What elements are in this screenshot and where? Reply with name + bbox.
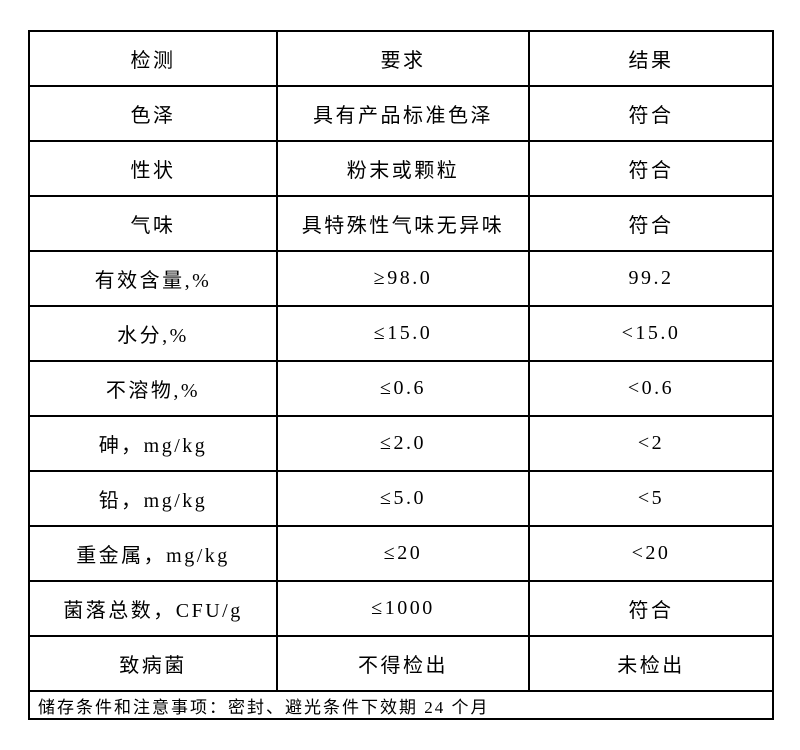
requirement-cell: 粉末或颗粒 [276, 140, 530, 197]
header-result: 结果 [528, 30, 774, 87]
result-cell: 符合 [528, 580, 774, 637]
storage-note-row: 储存条件和注意事项：密封、避光条件下效期 24 个月 [28, 690, 774, 720]
requirement-cell: ≤1000 [276, 580, 530, 637]
storage-note: 储存条件和注意事项：密封、避光条件下效期 24 个月 [28, 690, 774, 720]
requirement-cell: ≤20 [276, 525, 530, 582]
table-row: 性状 粉末或颗粒 符合 [28, 140, 774, 197]
table-row: 铅，mg/kg ≤5.0 <5 [28, 470, 774, 527]
table-row: 色泽 具有产品标准色泽 符合 [28, 85, 774, 142]
result-cell: <0.6 [528, 360, 774, 417]
table-row: 重金属，mg/kg ≤20 <20 [28, 525, 774, 582]
test-cell: 有效含量,% [28, 250, 278, 307]
test-cell: 气味 [28, 195, 278, 252]
header-row: 检测 要求 结果 [28, 30, 774, 87]
requirement-cell: ≤15.0 [276, 305, 530, 362]
requirement-cell: 具有产品标准色泽 [276, 85, 530, 142]
test-cell: 重金属，mg/kg [28, 525, 278, 582]
table-row: 有效含量,% ≥98.0 99.2 [28, 250, 774, 307]
result-cell: 符合 [528, 195, 774, 252]
result-cell: <20 [528, 525, 774, 582]
test-cell: 色泽 [28, 85, 278, 142]
requirement-cell: 具特殊性气味无异味 [276, 195, 530, 252]
table-row: 砷，mg/kg ≤2.0 <2 [28, 415, 774, 472]
table-row: 菌落总数，CFU/g ≤1000 符合 [28, 580, 774, 637]
table-row: 不溶物,% ≤0.6 <0.6 [28, 360, 774, 417]
table-row: 致病菌 不得检出 未检出 [28, 635, 774, 692]
result-cell: <5 [528, 470, 774, 527]
result-cell: 99.2 [528, 250, 774, 307]
header-test: 检测 [28, 30, 278, 87]
test-cell: 性状 [28, 140, 278, 197]
test-cell: 砷，mg/kg [28, 415, 278, 472]
header-requirement: 要求 [276, 30, 530, 87]
result-cell: 符合 [528, 140, 774, 197]
test-cell: 水分,% [28, 305, 278, 362]
test-cell: 菌落总数，CFU/g [28, 580, 278, 637]
test-cell: 铅，mg/kg [28, 470, 278, 527]
result-cell: <15.0 [528, 305, 774, 362]
result-cell: 符合 [528, 85, 774, 142]
requirement-cell: 不得检出 [276, 635, 530, 692]
test-cell: 致病菌 [28, 635, 278, 692]
test-cell: 不溶物,% [28, 360, 278, 417]
requirement-cell: ≤5.0 [276, 470, 530, 527]
result-cell: 未检出 [528, 635, 774, 692]
table-row: 水分,% ≤15.0 <15.0 [28, 305, 774, 362]
requirement-cell: ≤0.6 [276, 360, 530, 417]
table-row: 气味 具特殊性气味无异味 符合 [28, 195, 774, 252]
result-cell: <2 [528, 415, 774, 472]
inspection-table: 检测 要求 结果 色泽 具有产品标准色泽 符合 性状 粉末或颗粒 符合 气味 具… [28, 30, 774, 720]
requirement-cell: ≥98.0 [276, 250, 530, 307]
requirement-cell: ≤2.0 [276, 415, 530, 472]
